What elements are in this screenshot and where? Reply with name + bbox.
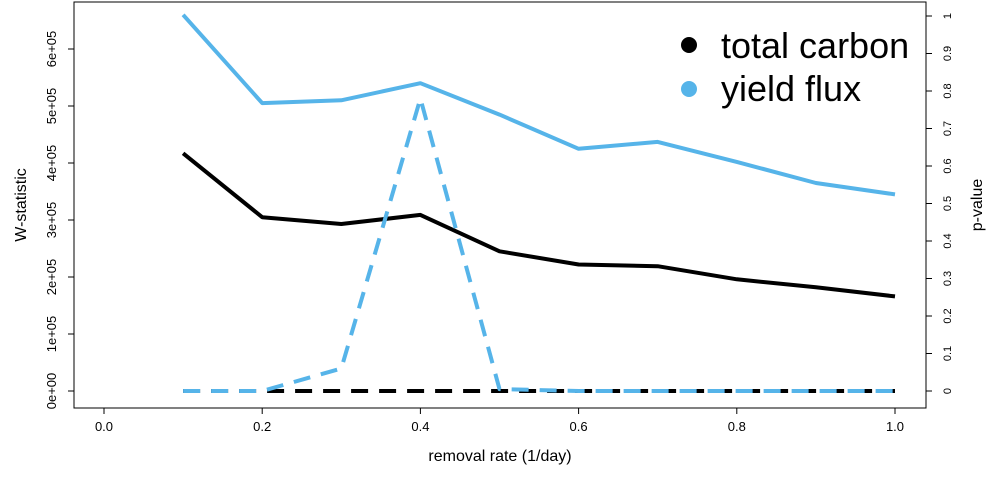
- x-tick-label: 1.0: [886, 419, 904, 434]
- y-left-tick-label: 5e+05: [44, 88, 59, 125]
- y-right-tick-label: 0.7: [942, 121, 954, 136]
- y-right-tick-label: 0: [942, 388, 954, 394]
- y-axis-right-title: p-value: [969, 179, 986, 232]
- y-left-tick-label: 2e+05: [44, 259, 59, 296]
- legend: total carbon yield flux: [681, 25, 909, 109]
- y-right-tick-label: 0.8: [942, 83, 954, 98]
- y-left-tick-label: 0e+00: [44, 373, 59, 410]
- y-axis-left: 0e+00 1e+05 2e+05 3e+05 4e+05 5e+05 6e+05: [44, 31, 75, 410]
- y-right-tick-label: 0.4: [942, 233, 954, 248]
- legend-label-yield-flux: yield flux: [721, 68, 861, 109]
- y-right-tick-label: 1: [942, 13, 954, 19]
- x-tick-label: 0.4: [411, 419, 429, 434]
- y-left-tick-label: 3e+05: [44, 202, 59, 239]
- y-right-tick-label: 0.3: [942, 271, 954, 286]
- x-axis-title: removal rate (1/day): [428, 448, 571, 465]
- y-right-tick-label: 0.1: [942, 346, 954, 361]
- y-axis-right: 0 0.1 0.2 0.3 0.4 0.5 0.6 0.7 0.8 0.9 1: [925, 13, 954, 394]
- y-right-tick-label: 0.6: [942, 158, 954, 173]
- y-left-tick-label: 1e+05: [44, 316, 59, 353]
- y-axis-left-title: W-statistic: [13, 168, 30, 241]
- x-tick-label: 0.8: [728, 419, 746, 434]
- y-left-tick-label: 6e+05: [44, 31, 59, 68]
- series-line-yield-flux-pvalue: [183, 96, 895, 393]
- y-left-tick-label: 4e+05: [44, 145, 59, 182]
- x-tick-label: 0.0: [95, 419, 113, 434]
- legend-label-total-carbon: total carbon: [721, 25, 909, 66]
- legend-marker-total-carbon: [681, 37, 697, 53]
- series-layer: [181, 13, 896, 393]
- x-tick-label: 0.2: [253, 419, 271, 434]
- y-right-tick-label: 0.5: [942, 196, 954, 211]
- y-right-tick-label: 0.2: [942, 308, 954, 323]
- x-axis: 0.0 0.2 0.4 0.6 0.8 1.0: [95, 407, 904, 434]
- y-right-tick-label: 0.9: [942, 46, 954, 61]
- x-tick-label: 0.6: [570, 419, 588, 434]
- series-line-yield-flux-wstat: [181, 13, 896, 197]
- legend-marker-yield-flux: [681, 81, 697, 97]
- series-line-total-carbon-wstat: [181, 151, 896, 299]
